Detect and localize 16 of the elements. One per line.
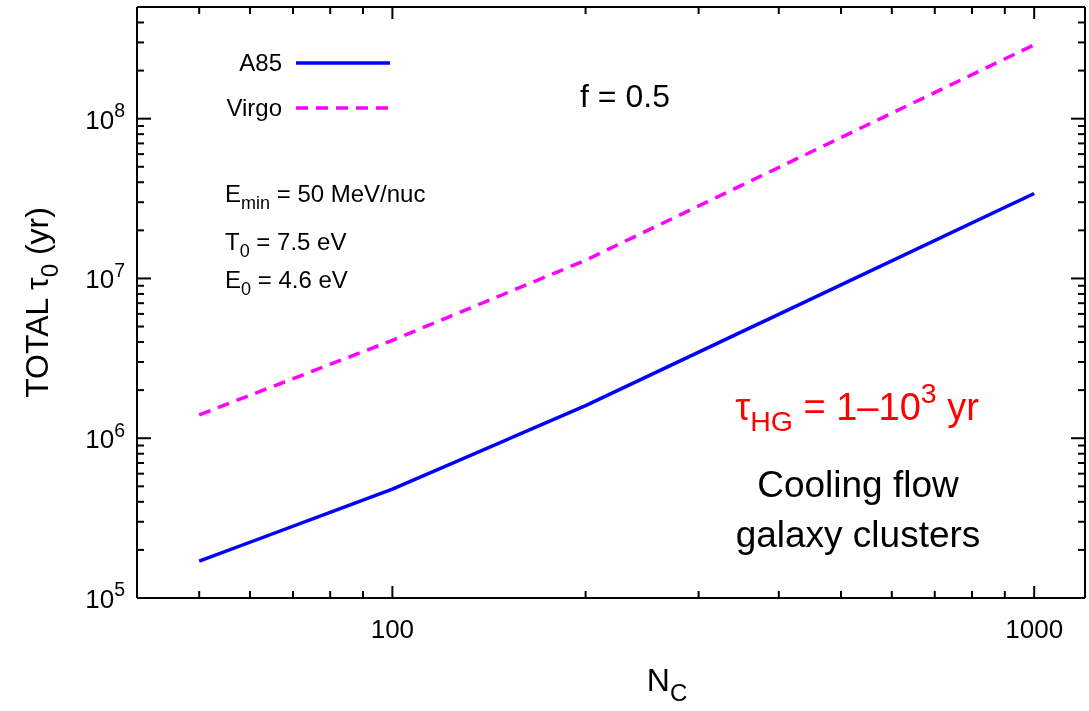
y-tick-label: 10$^{7}$ [85, 258, 125, 295]
annotation: τ$_{HG}$ = 1–10$^{3}$ yr [735, 376, 980, 438]
y-tick-label: 10$^{5}$ [85, 578, 126, 614]
x-tick-label: 1000 [1005, 614, 1064, 644]
annotation: Cooling flow [757, 464, 960, 505]
annotation: E$_{0}$ = 4.6 eV [225, 266, 348, 300]
y-tick-label: 10$^{8}$ [85, 98, 125, 135]
legend-label: A85 [239, 48, 282, 77]
y-tick-label: 10$^{6}$ [85, 418, 125, 455]
x-axis-title: N$_{C}$ [646, 662, 688, 706]
annotation: E$_{min}$ = 50 MeV/nuc [225, 180, 426, 214]
legend-label: Virgo [226, 93, 282, 122]
annotation: f = 0.5 [580, 78, 670, 114]
x-tick-label: 100 [370, 614, 415, 644]
annotation: galaxy clusters [735, 514, 981, 555]
annotation: T$_{0}$ = 7.5 eV [225, 228, 347, 262]
